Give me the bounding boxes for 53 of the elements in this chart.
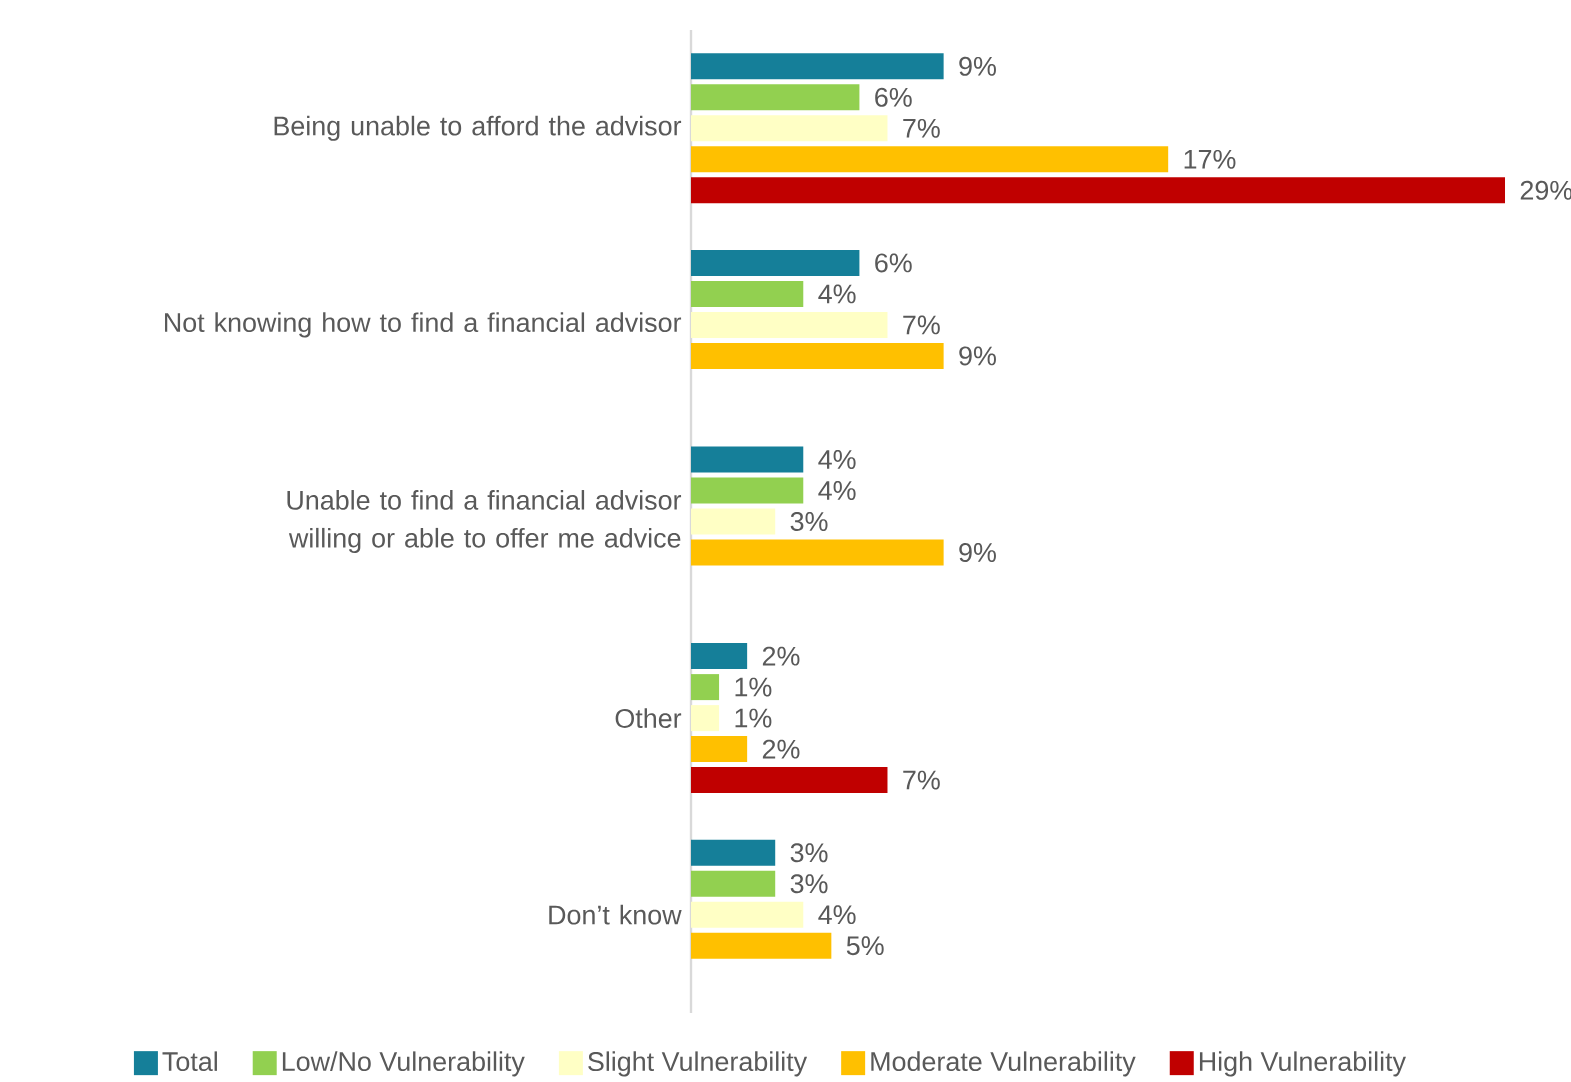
bar [691,446,804,473]
bar [691,53,944,80]
data-label: 5% [846,936,884,956]
data-label: 2% [762,646,800,666]
data-label: 2% [762,739,800,759]
data-label: 4% [818,481,856,500]
y-tick-label: Unable to find a financial advisor willing or able to offer me advice [287,490,682,553]
data-label: 1% [735,677,772,697]
legend-label: Low/No Vulnerability [282,1051,525,1077]
bar [691,84,860,111]
bar [691,539,944,566]
legend-label: Moderate Vulnerability [871,1051,1136,1077]
bar [691,177,1506,204]
y-tick-label: Not knowing how to find a financial advisor [165,312,682,338]
bar [691,705,720,732]
legend-label: Total [162,1051,217,1072]
bar [691,643,748,670]
data-label: 9% [959,346,996,366]
bar [691,901,804,928]
bar [691,342,944,369]
bar [691,146,1169,173]
data-label: 3% [790,843,828,863]
data-label: 9% [959,56,996,76]
bar [691,311,888,338]
legend-label: Slight Vulnerability [588,1051,808,1077]
bar [691,249,860,276]
bar [691,508,776,535]
data-label: 1% [735,708,772,728]
bar [691,736,748,763]
data-label: 4% [818,905,856,925]
bar [691,870,776,897]
data-label: 6% [875,253,912,273]
y-tick-label: Don’t know [549,904,682,925]
y-tick-label: Being unable to afford the advisor [274,115,682,141]
bar [691,767,888,794]
bar [691,932,832,959]
data-label: 3% [790,511,828,532]
data-label: 9% [959,542,996,563]
data-label: 7% [903,315,940,335]
bar [691,115,888,142]
data-label: 17% [1184,149,1236,169]
data-label: 3% [790,874,828,894]
y-tick-label: Other [615,708,682,728]
bar [691,674,720,701]
data-label: 4% [818,450,856,469]
data-label: 4% [818,284,856,304]
data-label: 7% [903,118,940,138]
bar [691,477,804,504]
legend-label: High Vulnerability [1199,1051,1406,1077]
data-label: 6% [875,87,912,107]
bar [691,280,804,307]
data-label: 7% [903,770,940,790]
bar [691,839,776,866]
